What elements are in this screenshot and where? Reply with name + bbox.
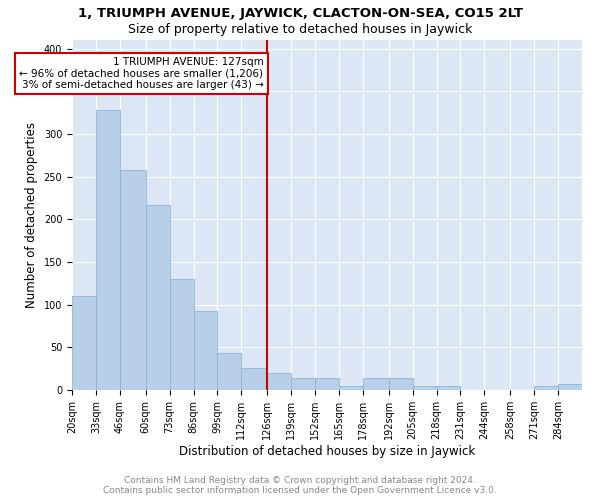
Bar bbox=[120, 170, 146, 390]
Bar bbox=[363, 378, 389, 390]
Bar bbox=[170, 279, 194, 390]
Bar bbox=[558, 384, 582, 390]
Bar bbox=[96, 110, 120, 390]
Bar bbox=[146, 205, 170, 390]
Bar bbox=[194, 310, 217, 390]
Bar bbox=[437, 386, 460, 390]
Bar bbox=[534, 386, 558, 390]
Bar bbox=[241, 368, 267, 390]
Text: Size of property relative to detached houses in Jaywick: Size of property relative to detached ho… bbox=[128, 22, 472, 36]
Bar bbox=[72, 296, 96, 390]
Text: 1 TRIUMPH AVENUE: 127sqm
← 96% of detached houses are smaller (1,206)
3% of semi: 1 TRIUMPH AVENUE: 127sqm ← 96% of detach… bbox=[19, 57, 263, 90]
Text: 1, TRIUMPH AVENUE, JAYWICK, CLACTON-ON-SEA, CO15 2LT: 1, TRIUMPH AVENUE, JAYWICK, CLACTON-ON-S… bbox=[77, 8, 523, 20]
Y-axis label: Number of detached properties: Number of detached properties bbox=[25, 122, 38, 308]
X-axis label: Distribution of detached houses by size in Jaywick: Distribution of detached houses by size … bbox=[179, 444, 475, 458]
Bar bbox=[291, 378, 315, 390]
Bar bbox=[315, 378, 339, 390]
Bar bbox=[413, 386, 437, 390]
Text: Contains HM Land Registry data © Crown copyright and database right 2024.
Contai: Contains HM Land Registry data © Crown c… bbox=[103, 476, 497, 495]
Bar bbox=[389, 378, 413, 390]
Bar bbox=[217, 354, 241, 390]
Bar bbox=[267, 373, 291, 390]
Bar bbox=[339, 386, 363, 390]
